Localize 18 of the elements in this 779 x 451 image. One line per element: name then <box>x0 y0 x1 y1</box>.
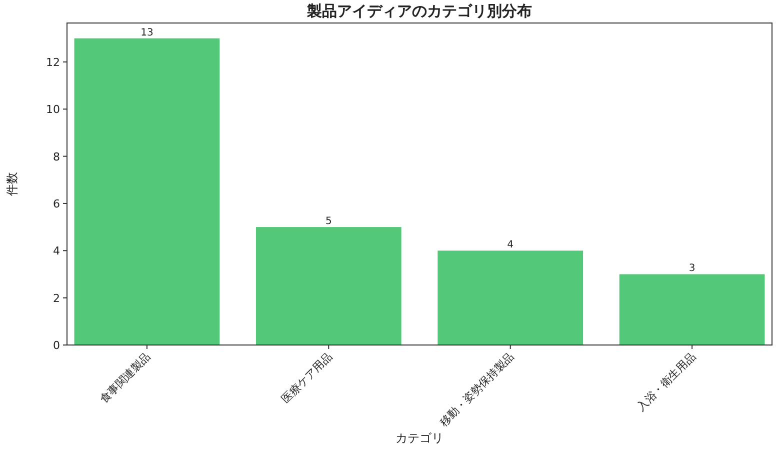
y-axis-title: 件数 <box>5 172 19 196</box>
x-axis-title: カテゴリ <box>396 431 444 445</box>
chart-title: 製品アイディアのカテゴリ別分布 <box>306 2 532 20</box>
x-tick-label: 食事関連製品 <box>97 350 154 406</box>
x-tick-label: 入浴・衛生用品 <box>634 350 698 414</box>
x-tick-label: 移動・姿勢保持製品 <box>437 350 516 430</box>
data-label: 4 <box>507 240 514 251</box>
y-tick-label: 10 <box>46 103 60 116</box>
data-label: 3 <box>688 263 696 274</box>
y-tick-label: 4 <box>53 244 60 258</box>
x-tick-label: 医療ケア用品 <box>278 350 335 406</box>
y-tick-label: 6 <box>53 197 60 210</box>
y-tick-label: 12 <box>46 56 60 69</box>
data-label: 13 <box>140 27 154 38</box>
y-tick-label: 8 <box>53 150 60 164</box>
y-tick-label: 0 <box>53 339 60 352</box>
data-label: 5 <box>325 216 332 228</box>
y-tick-label: 2 <box>53 292 60 305</box>
